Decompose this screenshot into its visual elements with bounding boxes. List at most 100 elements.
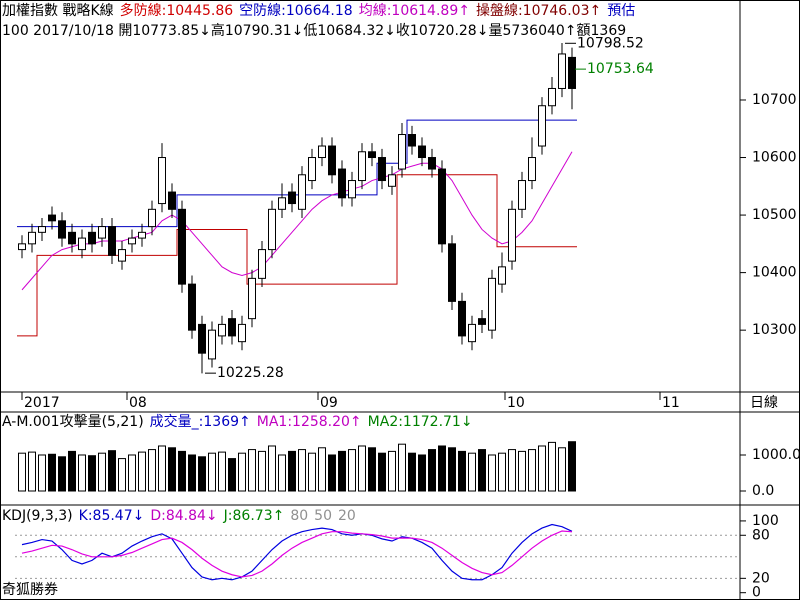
candle-body (448, 243, 456, 302)
header: A-M.001攻擊量(5,21) 成交量_:1369↑ MA1:1258.20↑ MA… (2, 413, 473, 430)
volume-bar (428, 449, 436, 492)
candle-body (548, 87, 556, 107)
volume-bar (438, 445, 446, 492)
header-item: 空防線:10664.18 (239, 3, 353, 19)
candle-body (288, 191, 296, 205)
volume-bar (168, 447, 176, 492)
volume-bar (238, 452, 246, 492)
candle-body (38, 226, 46, 233)
candle-body (108, 226, 116, 256)
volume-bar (88, 455, 96, 492)
volume-bar (468, 452, 476, 492)
header-item: KDJ(9,3,3) (2, 508, 73, 524)
level-label: 20 (338, 508, 356, 524)
candle-body (568, 56, 576, 89)
volume-bar (358, 445, 366, 492)
candle-body (438, 168, 446, 245)
header-item: MA1:1258.20↑ (257, 414, 362, 430)
volume-bar (128, 454, 136, 492)
candle-body (338, 168, 346, 199)
y-tick-label: 20 (752, 570, 770, 586)
candle-body (58, 220, 66, 239)
candle-body (458, 300, 466, 337)
candle-body (468, 323, 476, 343)
candle-body (308, 157, 316, 182)
candle-body (368, 151, 376, 159)
y-tick-label: 0.0 (752, 483, 774, 499)
x-tick-label: 10 (507, 395, 525, 411)
y-tick-label: 10600 (752, 150, 797, 166)
volume-bar (338, 450, 346, 492)
volume-bar (458, 450, 466, 492)
y-tick-label: 100 (752, 513, 779, 529)
candle-body (218, 323, 226, 337)
candle-body (328, 145, 336, 176)
candle-body (178, 208, 186, 285)
candle-body (208, 329, 216, 360)
header: 加權指數 戰略K線 多防線:10445.86 空防線:10664.18 均線:1061… (2, 2, 635, 19)
volume-bar (18, 452, 26, 492)
y-tick-label: 10700 (752, 92, 797, 108)
volume-bar (198, 456, 206, 492)
volume-bar (548, 441, 556, 492)
volume-bar (348, 449, 356, 492)
candle-body (148, 208, 156, 228)
candle-body (518, 180, 526, 210)
volume-bar (568, 441, 576, 492)
y-tick-label: 10300 (752, 322, 797, 338)
volume-bar (388, 450, 396, 492)
header-item: 多防線:10445.86 (120, 2, 234, 19)
header-item: K:85.47↓ (79, 508, 145, 524)
volume-bar (98, 452, 106, 492)
candle-body (348, 180, 356, 199)
y-tick-label: 80 (752, 527, 770, 543)
header-item: 加權指數 戰略K線 (2, 3, 114, 19)
candle-body (168, 191, 176, 210)
candle-body (88, 231, 96, 245)
y-tick-label: 10400 (752, 265, 797, 281)
volume-bar (68, 450, 76, 492)
header-item: A-M.001攻擊量(5,21) (2, 413, 144, 430)
candle-body (18, 243, 26, 251)
annotation: 10798.52 (577, 35, 644, 51)
volume-bar (218, 451, 226, 492)
volume-bar (558, 447, 566, 492)
y-tick-label: 10500 (752, 207, 797, 223)
candle-body (418, 145, 426, 159)
candle-body (238, 323, 246, 343)
volume-bar (418, 454, 426, 492)
header-item: 成交量_:1369↑ (150, 413, 251, 430)
candle-body (198, 323, 206, 354)
volume-bar (508, 449, 516, 492)
candle-body (388, 174, 396, 187)
candle-body (158, 157, 166, 205)
info-line: 100 2017/10/18 開10773.85↓高10790.31↓低1068… (2, 22, 626, 39)
volume-bar (488, 454, 496, 492)
header-item: 預估 (607, 3, 635, 19)
candle-body (28, 231, 36, 245)
volume-bar (478, 449, 486, 492)
candle-body (558, 53, 566, 89)
candle-body (498, 266, 506, 285)
volume-bar (288, 450, 296, 492)
candle-body (228, 318, 236, 337)
candle-body (428, 157, 436, 170)
volume-bar (258, 450, 266, 492)
candle-body (358, 151, 366, 182)
candle-body (258, 249, 266, 279)
header: KDJ(9,3,3) K:85.47↓ D:84.84↓ J:86.73↑ 80 50 20 (2, 508, 356, 524)
candle-body (378, 157, 386, 182)
header-item: 均線:10614.89↑ (359, 3, 470, 19)
volume-bar (278, 454, 286, 492)
volume-bar (248, 449, 256, 492)
volume-bar (178, 450, 186, 492)
candle-body (318, 145, 326, 159)
volume-bar (118, 458, 126, 492)
candle-body (408, 134, 416, 147)
volume-bar (78, 454, 86, 492)
annotation: 10225.28 (217, 365, 284, 381)
volume-bar (528, 449, 536, 492)
volume-bar (48, 453, 56, 492)
